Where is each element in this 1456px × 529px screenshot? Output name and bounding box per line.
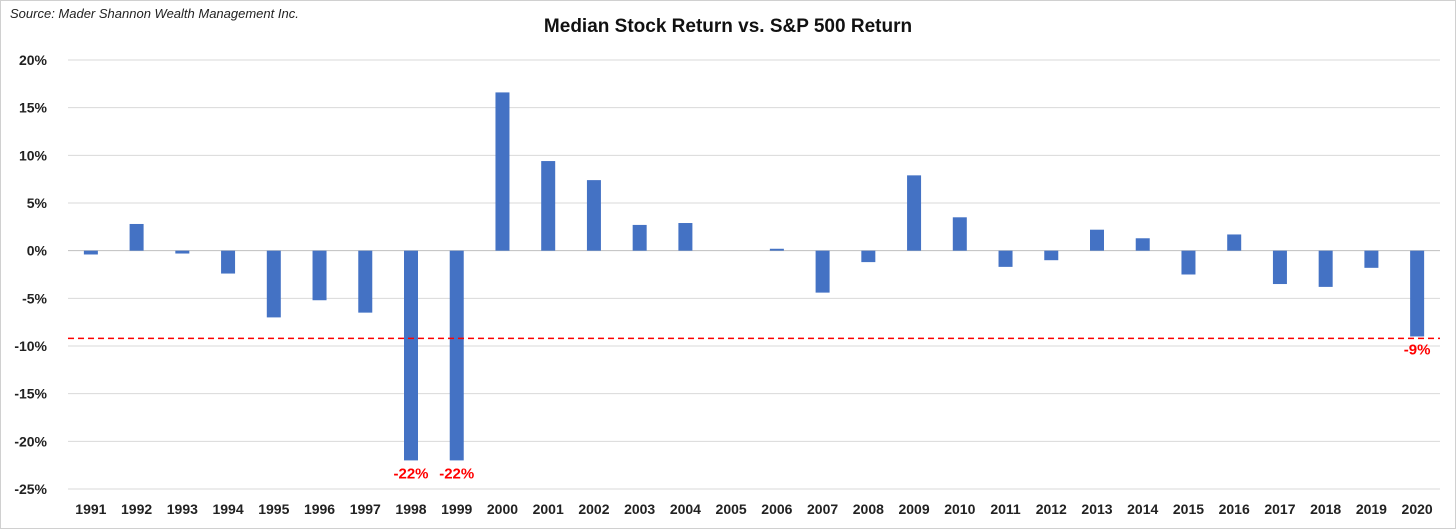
bar-2013 — [1090, 229, 1104, 251]
bar-2015 — [1181, 250, 1196, 275]
bar-2011 — [998, 250, 1013, 267]
x-tick-label: 2004 — [670, 501, 701, 517]
bar-2001 — [541, 161, 556, 251]
x-tick-label: 1997 — [350, 501, 381, 517]
x-tick-label: 2012 — [1036, 501, 1067, 517]
x-tick-label: 2013 — [1081, 501, 1112, 517]
y-tick-label: -20% — [14, 433, 47, 449]
bar-2008 — [861, 250, 876, 263]
x-tick-label: 2009 — [898, 501, 929, 517]
x-tick-label: 2000 — [487, 501, 518, 517]
x-tick-label: 2018 — [1310, 501, 1341, 517]
bar-2012 — [1044, 250, 1059, 261]
annotations: -22% -22% -9% — [393, 341, 1430, 482]
bar-1998 — [404, 250, 418, 461]
bar-2016 — [1227, 234, 1242, 251]
bar-1994 — [221, 250, 236, 274]
bars — [83, 92, 1425, 461]
bar-2006 — [769, 248, 784, 251]
y-tick-label: 5% — [27, 195, 48, 211]
x-tick-label: 1996 — [304, 501, 335, 517]
y-tick-label: -10% — [14, 338, 47, 354]
bar-1997 — [358, 250, 373, 313]
bar-2019 — [1364, 250, 1379, 268]
chart-title: Median Stock Return vs. S&P 500 Return — [543, 16, 913, 37]
bar-2017 — [1272, 250, 1287, 285]
data-label-1999: -22% — [439, 465, 474, 482]
x-tick-label: 2002 — [578, 501, 609, 517]
x-tick-label: 1999 — [441, 501, 472, 517]
x-tick-label: 2010 — [944, 501, 975, 517]
x-tick-label: 2005 — [716, 501, 747, 517]
x-tick-label: 1995 — [258, 501, 289, 517]
y-axis-tick-labels: 20% 15% 10% 5% 0% -5% -10% -15% -20% -25% — [14, 52, 47, 497]
x-tick-label: 2017 — [1264, 501, 1295, 517]
bar-2007 — [815, 250, 830, 293]
bar-1993 — [175, 250, 190, 254]
y-tick-label: 10% — [19, 147, 48, 163]
x-tick-label: 2020 — [1402, 501, 1433, 517]
data-label-2020: -9% — [1404, 341, 1431, 358]
y-tick-label: -25% — [14, 481, 47, 497]
x-tick-label: 2016 — [1219, 501, 1250, 517]
x-tick-label: 2001 — [533, 501, 564, 517]
y-tick-label: -5% — [22, 290, 47, 306]
bar-2018 — [1318, 250, 1333, 287]
x-tick-label: 2019 — [1356, 501, 1387, 517]
x-tick-label: 1991 — [75, 501, 106, 517]
x-tick-label: 1994 — [212, 501, 243, 517]
x-tick-label: 2014 — [1127, 501, 1158, 517]
bar-1999 — [449, 250, 464, 461]
bar-2000 — [495, 92, 510, 251]
source-note: Source: Mader Shannon Wealth Management … — [10, 6, 299, 21]
bar-2009 — [907, 175, 922, 251]
x-tick-label: 2015 — [1173, 501, 1204, 517]
x-tick-label: 1992 — [121, 501, 152, 517]
x-tick-label: 1998 — [395, 501, 426, 517]
x-tick-label: 1993 — [167, 501, 198, 517]
bar-1995 — [266, 250, 281, 318]
y-tick-label: 20% — [19, 52, 48, 68]
bar-2010 — [952, 217, 967, 251]
y-tick-label: 0% — [27, 243, 48, 259]
x-tick-label: 2008 — [853, 501, 884, 517]
bar-1992 — [129, 223, 144, 251]
x-tick-label: 2003 — [624, 501, 655, 517]
bar-2002 — [586, 180, 601, 251]
x-axis-tick-labels: 1991 1992 1993 1994 1995 1996 1997 1998 1999 2000… — [75, 501, 1433, 517]
y-tick-label: 15% — [19, 100, 48, 116]
bar-1996 — [312, 250, 327, 301]
bar-2004 — [678, 223, 693, 251]
x-tick-label: 2011 — [990, 501, 1021, 517]
bar-1991 — [83, 250, 98, 255]
x-tick-label: 2007 — [807, 501, 838, 517]
data-label-1998: -22% — [393, 465, 428, 482]
gridlines — [68, 59, 1440, 490]
bar-2020 — [1410, 250, 1425, 337]
x-tick-label: 2006 — [761, 501, 792, 517]
y-tick-label: -15% — [14, 386, 47, 402]
bar-2014 — [1135, 238, 1150, 251]
bar-2003 — [632, 224, 647, 251]
